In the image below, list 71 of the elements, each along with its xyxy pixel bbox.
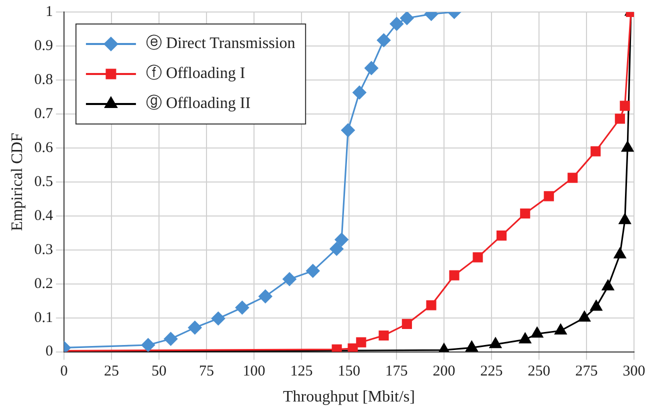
point [341,123,355,138]
y-tick-label: 0.4 [34,208,54,224]
point [258,290,272,304]
point [602,280,614,290]
point [519,332,532,344]
point [356,337,366,348]
point [520,208,530,219]
point [378,330,389,341]
point [449,270,460,280]
point [306,264,320,278]
y-tick-label: 0.1 [34,310,53,326]
x-tick-label: 225 [480,364,503,380]
x-tick-label: 50 [151,364,166,380]
x-tick-label: 275 [575,364,598,380]
y-tick-label: 0 [45,344,53,360]
y-tick-label: 0.9 [34,38,53,54]
point [235,300,249,314]
x-axis-title: Throughput [Mbit/s] [282,388,415,406]
point [376,33,391,48]
point [188,320,202,334]
point [426,300,436,310]
y-tick-label: 0.3 [34,242,53,258]
x-tick-label: 250 [528,364,550,380]
legend-label: ⓕ Offloading I [146,64,246,82]
point [622,141,634,152]
point [578,311,590,322]
y-tick-label: 0.7 [34,106,54,122]
point [590,146,601,156]
point [282,272,296,286]
point [141,338,155,352]
legend-label: ⓖ Offloading II [146,94,251,112]
y-tick-label: 0.8 [34,72,53,88]
point [348,343,358,352]
point [402,318,412,329]
point [466,340,478,352]
point [614,114,625,124]
x-tick-label: 125 [290,364,313,380]
point [334,232,348,246]
legend-label: ⓔ Direct Transmission [146,34,296,52]
point [472,252,483,262]
x-tick-label: 0 [60,364,68,380]
point [400,12,414,25]
x-tick-label: 150 [338,364,360,380]
point [211,312,226,326]
point [489,338,502,348]
x-tick-label: 300 [622,364,646,380]
y-tick-label: 0.5 [34,174,53,190]
y-axis-title: Empirical CDF [8,132,26,232]
point [568,172,578,183]
x-tick-label: 100 [242,364,266,380]
point [620,100,630,111]
y-tick-label: 0.2 [34,276,53,292]
point [330,242,344,256]
point [332,344,342,352]
point [531,326,544,338]
x-tick-label: 25 [104,364,119,380]
point [352,86,366,100]
point [164,332,178,346]
point [554,324,567,335]
y-tick-label: 1 [45,4,53,20]
point [364,61,378,75]
y-tick-label: 0.6 [34,140,54,156]
x-tick-label: 75 [198,364,214,380]
point [390,17,404,31]
x-tick-label: 175 [385,364,408,380]
x-tick-label: 200 [432,364,456,380]
point [618,214,631,224]
point [614,248,626,258]
point [544,191,554,202]
point [496,230,507,241]
point [590,300,602,311]
